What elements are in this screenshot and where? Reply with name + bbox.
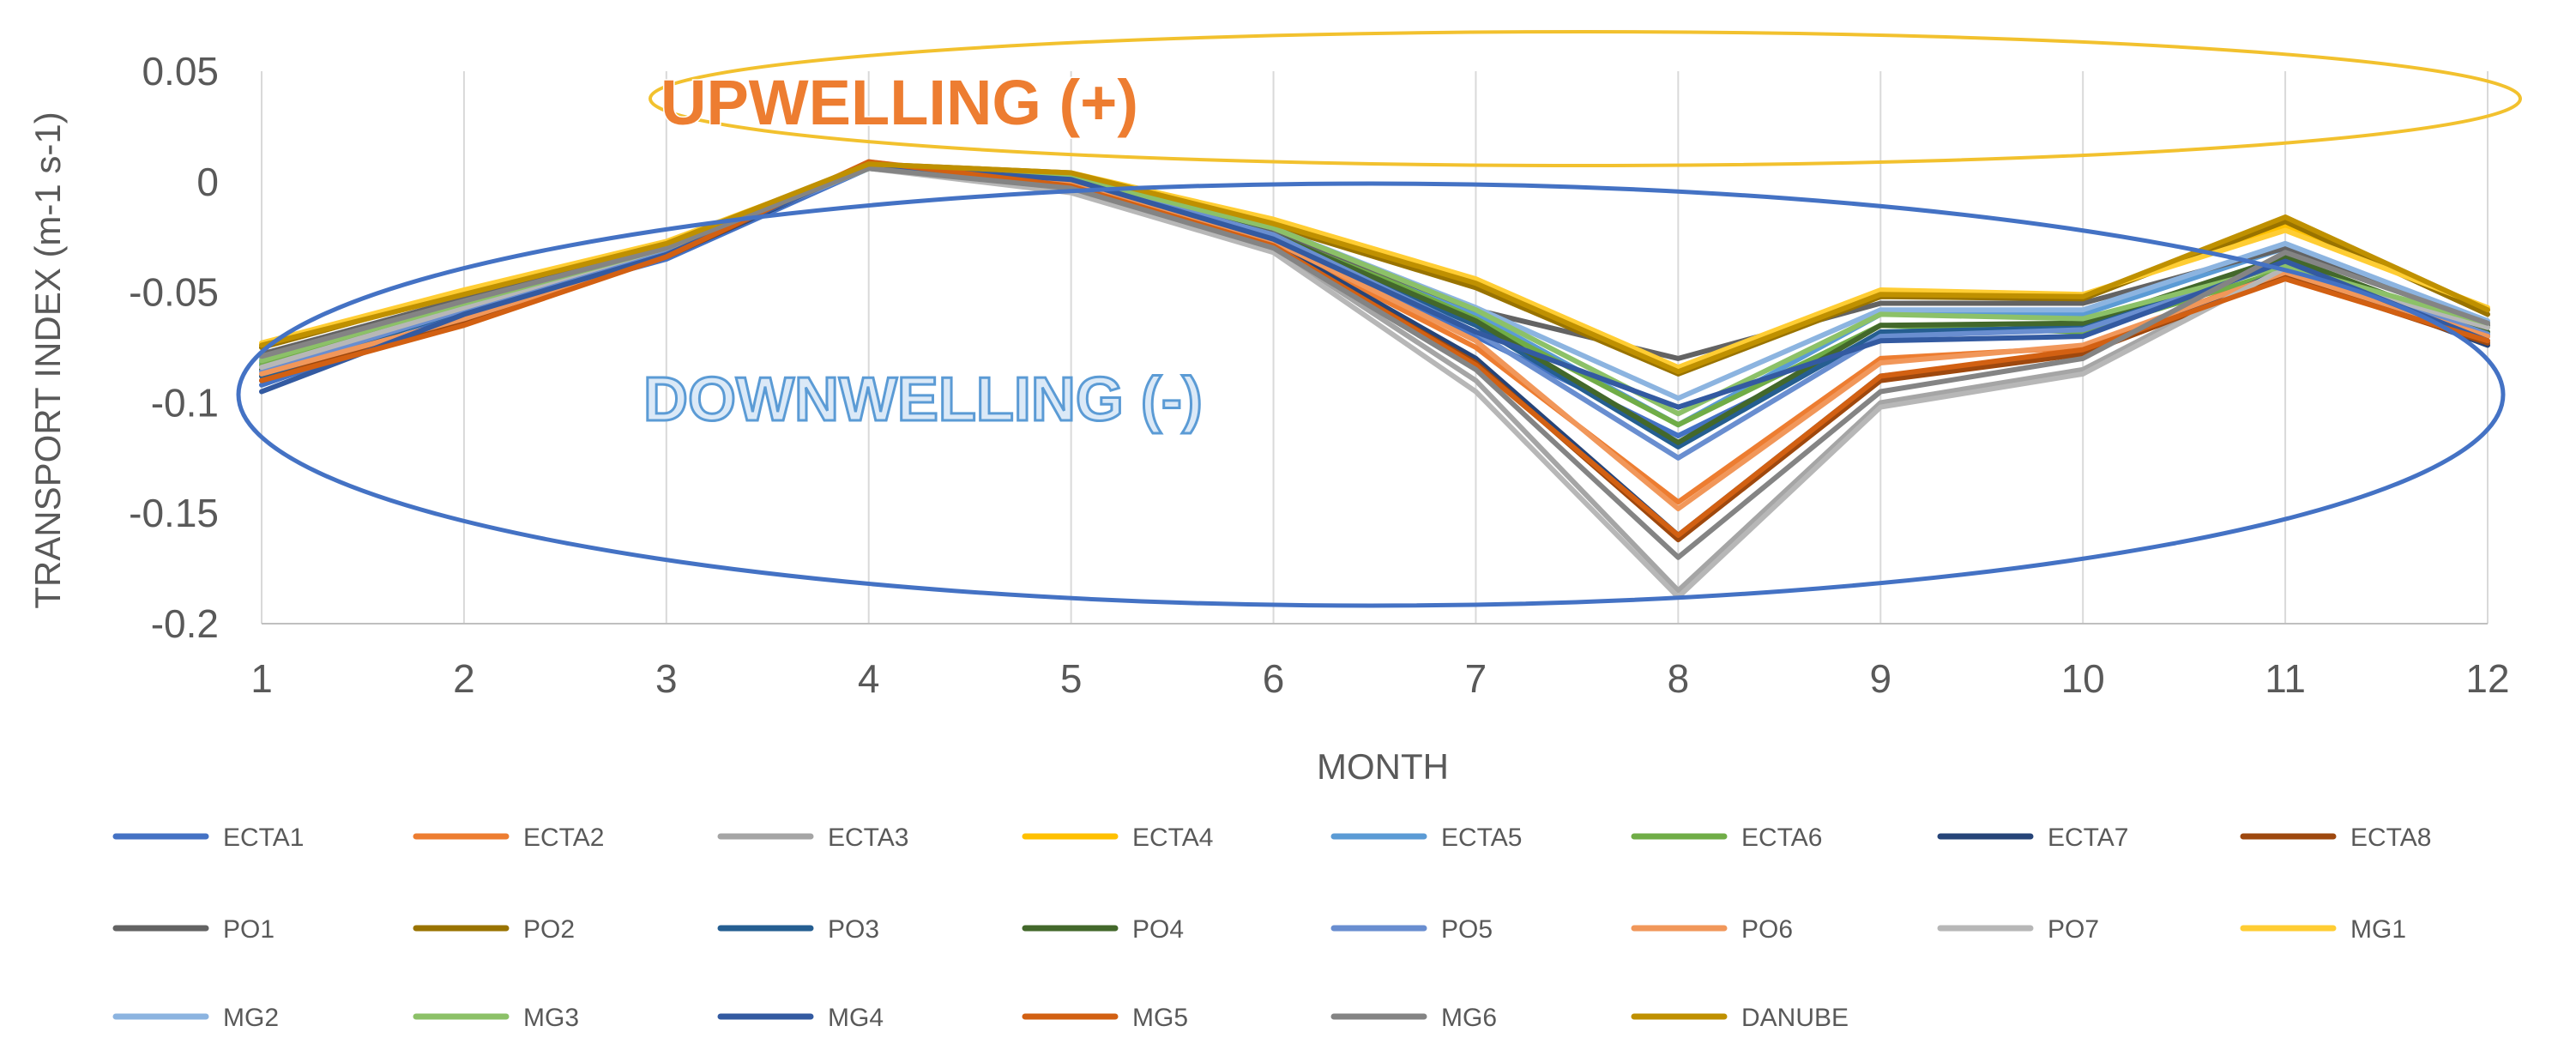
legend-item-po2: PO2: [413, 915, 575, 944]
axes: 0.050-0.05-0.1-0.15-0.21 2 3 4 5 6 7 8 9 10 11 12: [129, 49, 2509, 701]
legend-label: ECTA7: [2048, 824, 2128, 852]
y-tick-label: 0.05: [142, 49, 219, 94]
legend-item-ecta2: ECTA2: [413, 824, 604, 852]
legend-item-mg3: MG3: [413, 1004, 579, 1032]
legend-label: MG2: [223, 1004, 279, 1032]
upwelling-annotation: UPWELLING (+): [661, 67, 1138, 138]
series-line-danube: [259, 161, 2490, 375]
legend-item-ecta6: ECTA6: [1631, 824, 1822, 852]
legend-label: PO1: [223, 915, 274, 944]
legend-item-ecta1: ECTA1: [112, 824, 304, 852]
legend-label: ECTA1: [223, 824, 304, 852]
x-tick-label: 12: [2465, 656, 2509, 701]
x-tick-label: 5: [1060, 656, 1083, 701]
legend-label: PO7: [2048, 915, 2099, 944]
legend-label: PO6: [1741, 915, 1793, 944]
legend-item-po1: PO1: [112, 915, 274, 944]
y-tick-label: -0.2: [151, 601, 219, 646]
legend-label: MG6: [1441, 1004, 1497, 1032]
series-line-mg5: [259, 159, 2490, 538]
legend-label: PO2: [523, 915, 575, 944]
legend-item-ecta3: ECTA3: [717, 824, 908, 852]
series-line-ecta7: [259, 163, 2490, 538]
legend-label: MG3: [523, 1004, 579, 1032]
legend-item-ecta4: ECTA4: [1022, 824, 1213, 852]
x-tick-label: 8: [1668, 656, 1690, 701]
y-tick-label: -0.1: [151, 380, 219, 425]
series-line-ecta3: [259, 166, 2490, 594]
legend-item-danube: DANUBE: [1631, 1004, 1849, 1032]
series-line-ecta8: [259, 161, 2490, 543]
legend-label: ECTA6: [1741, 824, 1822, 852]
legend-item-mg4: MG4: [717, 1004, 884, 1032]
legend-item-po4: PO4: [1022, 915, 1184, 944]
series-line-mg6: [259, 166, 2490, 560]
downwelling-ellipse: [236, 181, 2506, 608]
legend-item-ecta5: ECTA5: [1330, 824, 1522, 852]
legend-label: DANUBE: [1741, 1004, 1849, 1032]
y-axis-title: TRANSPORT INDEX (m-1 s-1): [27, 112, 68, 609]
legend-label: ECTA2: [523, 824, 604, 852]
legend-item-mg5: MG5: [1022, 1004, 1188, 1032]
downwelling-annotation: DOWNWELLING (-): [643, 365, 1203, 434]
legend-label: MG5: [1132, 1004, 1188, 1032]
legend-item-mg1: MG1: [2240, 915, 2406, 944]
x-tick-label: 4: [858, 656, 880, 701]
legend: ECTA1 ECTA2 ECTA3 ECTA4 ECTA5 ECTA6 ECTA7 ECTA8…: [112, 824, 2431, 1032]
legend-label: MG1: [2350, 915, 2406, 944]
x-tick-label: 10: [2061, 656, 2105, 701]
legend-item-po7: PO7: [1937, 915, 2099, 944]
x-tick-label: 7: [1465, 656, 1487, 701]
series-line-mg4: [259, 163, 2490, 410]
legend-item-ecta7: ECTA7: [1937, 824, 2128, 852]
legend-label: ECTA3: [828, 824, 908, 852]
legend-item-po6: PO6: [1631, 915, 1793, 944]
legend-item-mg6: MG6: [1330, 1004, 1497, 1032]
upwelling-ellipse: [649, 30, 2522, 167]
legend-label: ECTA5: [1441, 824, 1522, 852]
x-tick-label: 3: [655, 656, 678, 701]
x-tick-label: 9: [1869, 656, 1891, 701]
gridlines: [261, 71, 2489, 624]
x-tick-label: 2: [453, 656, 475, 701]
legend-label: PO4: [1132, 915, 1184, 944]
x-tick-label: 6: [1263, 656, 1285, 701]
y-tick-label: -0.05: [129, 270, 219, 315]
series-line-po7: [259, 166, 2490, 600]
legend-item-mg2: MG2: [112, 1004, 279, 1032]
legend-label: ECTA8: [2350, 824, 2431, 852]
x-axis-title: MONTH: [1317, 746, 1449, 787]
x-tick-label: 1: [250, 656, 273, 701]
legend-label: PO3: [828, 915, 879, 944]
plot-area: [259, 159, 2490, 600]
legend-item-po3: PO3: [717, 915, 879, 944]
legend-label: ECTA4: [1132, 824, 1213, 852]
y-tick-label: 0: [196, 160, 219, 204]
x-tick-label: 11: [2265, 656, 2306, 701]
legend-item-ecta8: ECTA8: [2240, 824, 2431, 852]
y-tick-label: -0.15: [129, 491, 219, 535]
legend-item-po5: PO5: [1330, 915, 1493, 944]
legend-label: PO5: [1441, 915, 1493, 944]
legend-label: MG4: [828, 1004, 884, 1032]
